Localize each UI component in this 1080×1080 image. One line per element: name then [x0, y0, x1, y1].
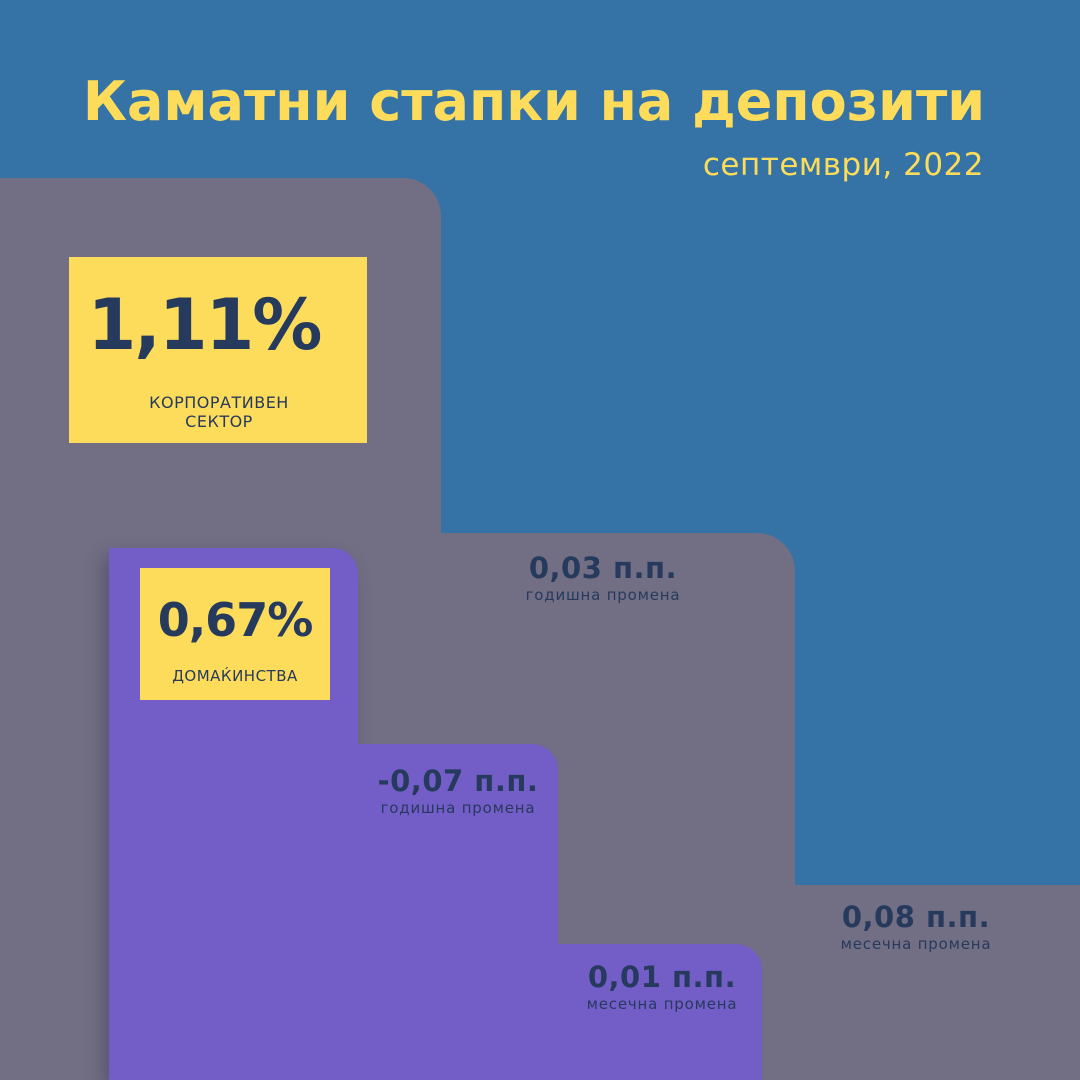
households-monthly-change-label: месечна промена [586, 995, 738, 1013]
corporate-monthly-change-label: месечна промена [840, 935, 992, 953]
households-step-3 [500, 944, 762, 1080]
page-title: Каматни стапки на депозити [82, 70, 986, 133]
households-rate-value: 0,67% [157, 593, 314, 647]
corporate-rate-label-line2: СЕКТОР [185, 412, 253, 431]
households-annual-change: -0,07 п.п. годишна промена [348, 764, 568, 817]
households-rate-card: 0,67% ДОМАЌИНСТВА [140, 568, 330, 700]
corporate-rate-value: 1,11% [87, 284, 323, 366]
corporate-monthly-change: 0,08 п.п. месечна промена [806, 900, 1026, 953]
households-annual-change-value: -0,07 п.п. [377, 764, 539, 798]
corporate-step-3 [700, 885, 1080, 1080]
households-rate-label: ДОМАЌИНСТВА [172, 667, 298, 685]
corporate-annual-change-value: 0,03 п.п. [528, 551, 678, 585]
households-monthly-change-value: 0,01 п.п. [587, 960, 737, 994]
corporate-annual-change: 0,03 п.п. годишна промена [493, 551, 713, 604]
page-subtitle-date: септември, 2022 [702, 147, 984, 183]
households-monthly-change: 0,01 п.п. месечна промена [552, 960, 772, 1013]
corporate-rate-label-line1: КОРПОРАТИВЕН [149, 393, 289, 412]
corporate-monthly-change-value: 0,08 п.п. [841, 900, 991, 934]
corporate-annual-change-label: годишна промена [525, 586, 681, 604]
corporate-rate-card: 1,11% КОРПОРАТИВЕН СЕКТОР [69, 257, 367, 443]
households-annual-change-label: годишна промена [380, 799, 536, 817]
